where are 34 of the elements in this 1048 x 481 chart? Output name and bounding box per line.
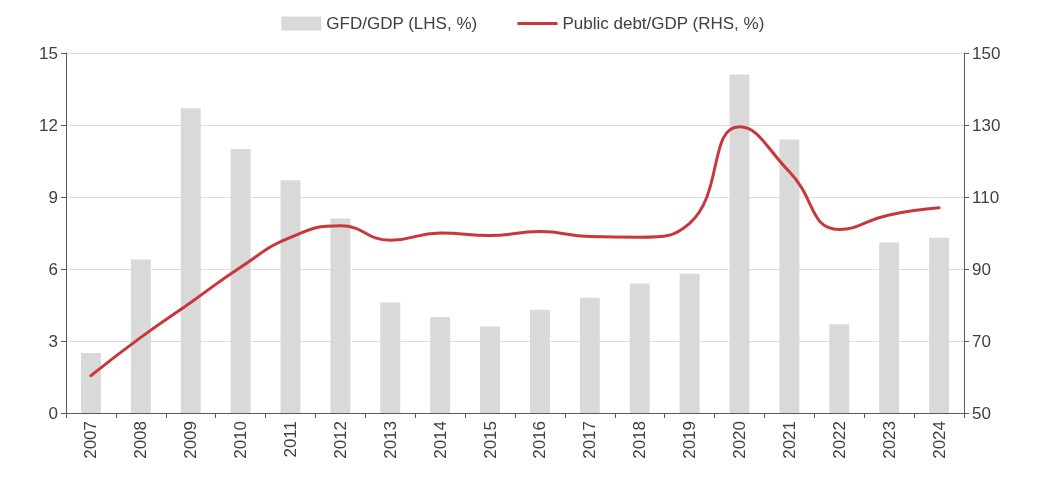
y2-tick-label: 150	[972, 43, 1001, 63]
x-tick-label: 2018	[630, 421, 650, 459]
x-tick-label: 2016	[530, 421, 550, 459]
y2-tick-label: 50	[972, 403, 991, 423]
legend-label: Public debt/GDP (RHS, %)	[562, 14, 765, 33]
x-tick-label: 2023	[879, 421, 899, 459]
y2-tick-label: 110	[972, 187, 1000, 207]
x-tick-label: 2019	[680, 421, 700, 459]
x-tick-label: 2013	[380, 421, 400, 459]
x-tick-label: 2021	[779, 421, 799, 459]
y-tick-label: 9	[48, 187, 58, 207]
y-tick-label: 0	[48, 403, 58, 423]
y-tick-label: 3	[48, 331, 58, 351]
x-tick-label: 2012	[330, 421, 350, 459]
x-tick-label: 2015	[480, 421, 500, 459]
x-tick-label: 2009	[181, 421, 201, 459]
y-tick-label: 6	[48, 259, 58, 279]
y2-tick-label: 70	[972, 331, 991, 351]
x-tick-label: 2011	[281, 421, 300, 458]
x-tick-label: 2008	[131, 421, 151, 459]
x-tick-label: 2024	[929, 421, 949, 459]
y-tick-label: 15	[39, 43, 58, 63]
x-tick-label: 2010	[231, 421, 251, 459]
x-tick-label: 2007	[81, 421, 101, 459]
bar	[80, 353, 101, 413]
line-series	[89, 125, 941, 378]
legend-label: GFD/GDP (LHS, %)	[326, 14, 478, 33]
y2-tick-label: 90	[972, 259, 991, 279]
x-tick-label: 2020	[730, 421, 749, 459]
y-tick-label: 12	[39, 115, 58, 135]
x-tick-label: 2014	[430, 421, 450, 459]
x-tick-label: 2022	[829, 421, 849, 459]
y2-tick-label: 130	[972, 115, 1001, 135]
x-tick-label: 2017	[580, 421, 600, 459]
